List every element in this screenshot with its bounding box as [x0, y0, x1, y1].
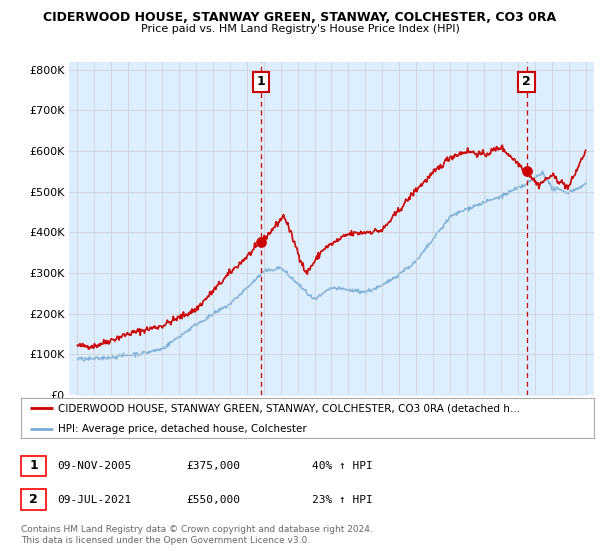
Text: 40% ↑ HPI: 40% ↑ HPI [312, 461, 373, 471]
Text: Price paid vs. HM Land Registry's House Price Index (HPI): Price paid vs. HM Land Registry's House … [140, 24, 460, 34]
Text: £550,000: £550,000 [186, 494, 240, 505]
Text: 09-JUL-2021: 09-JUL-2021 [57, 494, 131, 505]
Text: 2: 2 [29, 493, 38, 506]
Text: 1: 1 [257, 76, 266, 88]
Point [522, 167, 532, 176]
Text: CIDERWOOD HOUSE, STANWAY GREEN, STANWAY, COLCHESTER, CO3 0RA (detached h…: CIDERWOOD HOUSE, STANWAY GREEN, STANWAY,… [58, 404, 520, 413]
Text: 23% ↑ HPI: 23% ↑ HPI [312, 494, 373, 505]
Text: CIDERWOOD HOUSE, STANWAY GREEN, STANWAY, COLCHESTER, CO3 0RA: CIDERWOOD HOUSE, STANWAY GREEN, STANWAY,… [43, 11, 557, 24]
Text: 2: 2 [522, 76, 531, 88]
Text: Contains HM Land Registry data © Crown copyright and database right 2024.
This d: Contains HM Land Registry data © Crown c… [21, 525, 373, 545]
Point [256, 238, 266, 247]
Text: £375,000: £375,000 [186, 461, 240, 471]
Text: 1: 1 [29, 459, 38, 473]
Text: 09-NOV-2005: 09-NOV-2005 [57, 461, 131, 471]
Text: HPI: Average price, detached house, Colchester: HPI: Average price, detached house, Colc… [58, 424, 307, 434]
